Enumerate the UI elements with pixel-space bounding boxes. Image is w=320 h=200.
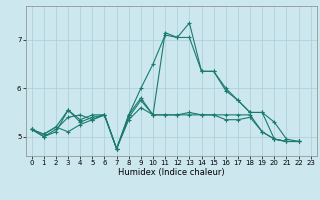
X-axis label: Humidex (Indice chaleur): Humidex (Indice chaleur) xyxy=(118,168,225,177)
